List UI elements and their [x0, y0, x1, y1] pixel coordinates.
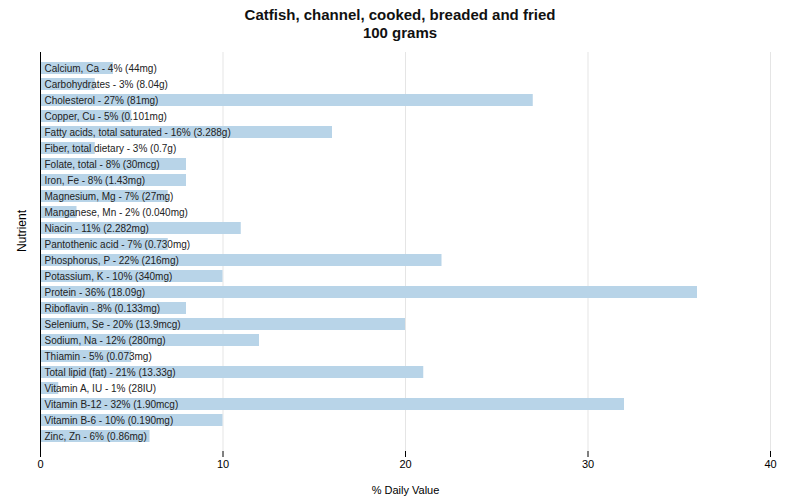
svg-text:Niacin - 11% (2.282mg): Niacin - 11% (2.282mg): [45, 223, 149, 234]
svg-text:Sodium, Na - 12% (280mg): Sodium, Na - 12% (280mg): [45, 335, 166, 346]
svg-text:Manganese, Mn - 2% (0.040mg): Manganese, Mn - 2% (0.040mg): [45, 207, 188, 218]
svg-text:Fiber, total dietary - 3% (0.7: Fiber, total dietary - 3% (0.7g): [45, 143, 177, 154]
svg-text:Calcium, Ca - 4% (44mg): Calcium, Ca - 4% (44mg): [45, 63, 157, 74]
svg-text:Cholesterol - 27% (81mg): Cholesterol - 27% (81mg): [45, 95, 159, 106]
svg-text:Folate, total - 8% (30mcg): Folate, total - 8% (30mcg): [45, 159, 160, 170]
svg-text:Phosphorus, P - 22% (216mg): Phosphorus, P - 22% (216mg): [45, 255, 179, 266]
svg-text:Vitamin B-12 - 32% (1.90mcg): Vitamin B-12 - 32% (1.90mcg): [45, 399, 179, 410]
svg-text:Copper, Cu - 5% (0.101mg): Copper, Cu - 5% (0.101mg): [45, 111, 167, 122]
svg-text:Pantothenic acid - 7% (0.730mg: Pantothenic acid - 7% (0.730mg): [45, 239, 191, 250]
svg-text:Nutrient: Nutrient: [15, 209, 29, 252]
svg-text:Fatty acids, total saturated -: Fatty acids, total saturated - 16% (3.28…: [45, 127, 231, 138]
svg-text:Magnesium, Mg - 7% (27mg): Magnesium, Mg - 7% (27mg): [45, 191, 174, 202]
svg-text:Iron, Fe - 8% (1.43mg): Iron, Fe - 8% (1.43mg): [45, 175, 146, 186]
html-text:Catfish, channel, cooked, brea: Catfish, channel, cooked, breaded and fr…: [244, 6, 556, 41]
svg-text:Potassium, K - 10% (340mg): Potassium, K - 10% (340mg): [45, 271, 173, 282]
svg-text:Thiamin - 5% (0.073mg): Thiamin - 5% (0.073mg): [45, 351, 152, 362]
svg-text:40: 40: [764, 458, 776, 470]
svg-text:Total lipid (fat) - 21% (13.33: Total lipid (fat) - 21% (13.33g): [45, 367, 176, 378]
svg-text:Selenium, Se - 20% (13.9mcg): Selenium, Se - 20% (13.9mcg): [45, 319, 181, 330]
svg-text:10: 10: [217, 458, 229, 470]
svg-text:Zinc, Zn - 6% (0.86mg): Zinc, Zn - 6% (0.86mg): [45, 431, 147, 442]
svg-text:0: 0: [37, 458, 43, 470]
svg-text:Riboflavin - 8% (0.133mg): Riboflavin - 8% (0.133mg): [45, 303, 161, 314]
svg-text:Vitamin A, IU - 1% (28IU): Vitamin A, IU - 1% (28IU): [45, 383, 157, 394]
svg-text:30: 30: [582, 458, 594, 470]
svg-text:Protein - 36% (18.09g): Protein - 36% (18.09g): [45, 287, 146, 298]
svg-text:% Daily Value: % Daily Value: [372, 484, 440, 496]
svg-text:Vitamin B-6 - 10% (0.190mg): Vitamin B-6 - 10% (0.190mg): [45, 415, 174, 426]
svg-text:20: 20: [399, 458, 411, 470]
svg-text:Carbohydrates - 3% (8.04g): Carbohydrates - 3% (8.04g): [45, 79, 168, 90]
